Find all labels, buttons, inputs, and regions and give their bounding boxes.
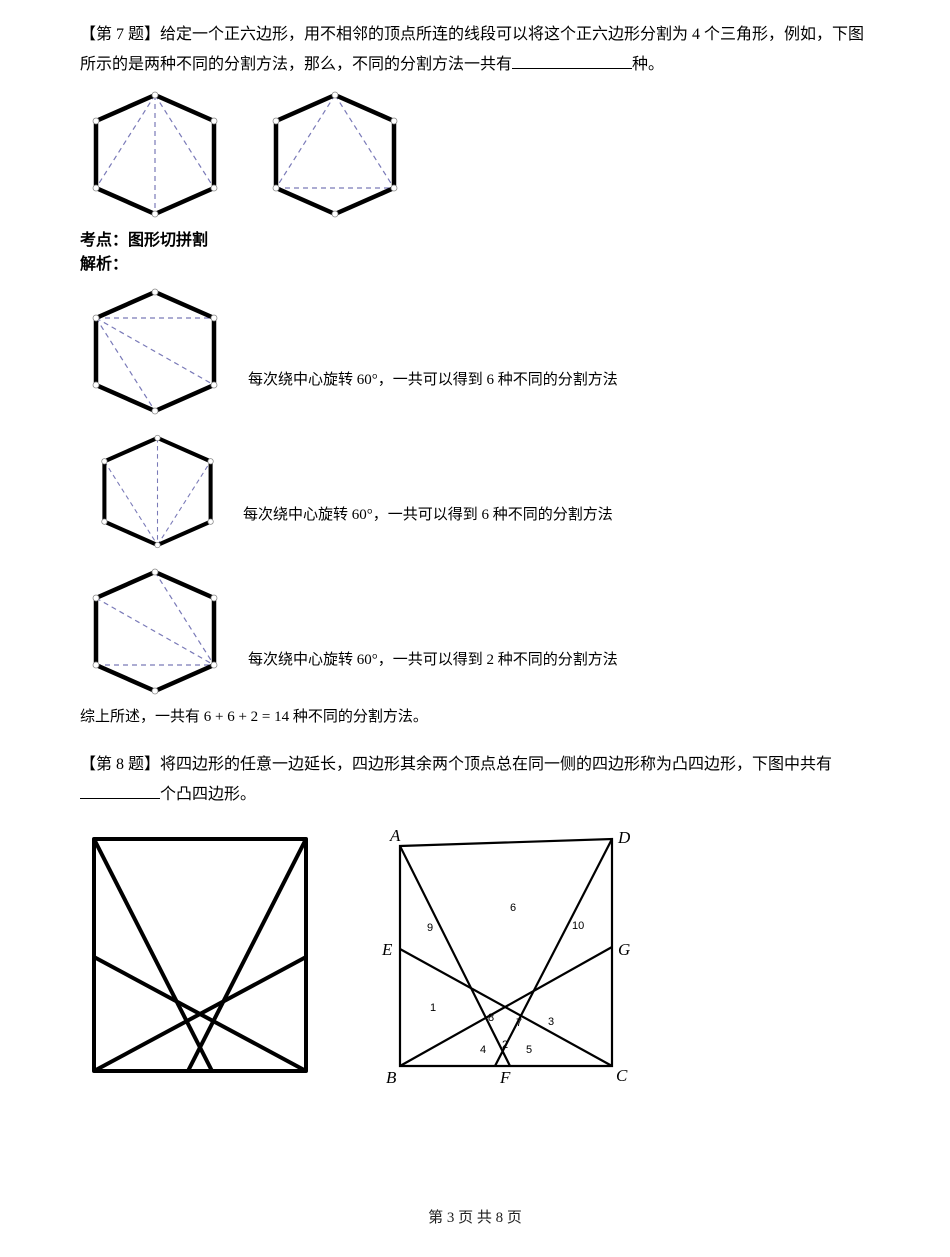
q8-block: 【第 8 题】将四边形的任意一边延长，四边形其余两个顶点总在同一侧的四边形称为凸… xyxy=(80,750,870,1101)
diagonal xyxy=(96,318,214,385)
q7-text: 【第 7 题】给定一个正六边形，用不相邻的顶点所连的线段可以将这个正六边形分割为… xyxy=(80,20,870,81)
analysis-note-2: 每次绕中心旋转 60°，一共可以得到 6 种不同的分割方法 xyxy=(243,503,613,554)
label-A: A xyxy=(389,826,401,845)
label-D: D xyxy=(617,828,631,847)
q8-square xyxy=(94,839,306,1071)
label-C: C xyxy=(616,1066,628,1085)
region-7: 7 xyxy=(516,1017,522,1029)
hexagon-analysis-2 xyxy=(90,429,225,554)
analysis-row-1: 每次绕中心旋转 60°，一共可以得到 6 种不同的分割方法 xyxy=(80,284,870,419)
q7-example-row xyxy=(80,87,870,222)
analysis-row-2: 每次绕中心旋转 60°，一共可以得到 6 种不同的分割方法 xyxy=(80,429,870,554)
q8-line xyxy=(400,846,510,1066)
q8-quad xyxy=(400,839,612,1066)
q7-body: 【第 7 题】给定一个正六边形，用不相邻的顶点所连的线段可以将这个正六边形分割为… xyxy=(80,26,864,73)
region-4: 4 xyxy=(480,1044,486,1056)
label-E: E xyxy=(381,940,393,959)
region-10: 10 xyxy=(572,920,584,932)
q8-figure-right: A D E G B F C 1 2 3 4 5 6 7 8 9 10 xyxy=(360,821,660,1101)
hex-outline xyxy=(276,95,394,214)
jiexi-label: 解析： xyxy=(80,250,870,274)
q8-blank xyxy=(80,783,160,799)
hexagon-analysis-3 xyxy=(80,564,230,699)
q7-conclusion: 综上所述，一共有 6 + 6 + 2 = 14 种不同的分割方法。 xyxy=(80,705,870,726)
region-2: 2 xyxy=(502,1039,508,1051)
q8-figure-left xyxy=(80,821,320,1086)
q7-suffix: 种。 xyxy=(632,56,664,73)
analysis-note-3: 每次绕中心旋转 60°，一共可以得到 2 种不同的分割方法 xyxy=(248,648,618,699)
q8-text: 【第 8 题】将四边形的任意一边延长，四边形其余两个顶点总在同一侧的四边形称为凸… xyxy=(80,750,870,811)
region-5: 5 xyxy=(526,1044,532,1056)
q8-line xyxy=(495,839,612,1066)
q7-blank xyxy=(512,53,632,69)
q8-body: 【第 8 题】将四边形的任意一边延长，四边形其余两个顶点总在同一侧的四边形称为凸… xyxy=(80,756,832,773)
analysis-row-3: 每次绕中心旋转 60°，一共可以得到 2 种不同的分割方法 xyxy=(80,564,870,699)
diagonal xyxy=(96,598,214,665)
label-F: F xyxy=(499,1068,511,1087)
q8-line xyxy=(188,839,306,1071)
label-G: G xyxy=(618,940,630,959)
hexagon-example-1 xyxy=(80,87,230,222)
region-3: 3 xyxy=(548,1016,554,1028)
region-8: 8 xyxy=(488,1012,494,1024)
page-footer: 第 3 页 共 8 页 xyxy=(0,1206,950,1227)
label-B: B xyxy=(386,1068,397,1087)
q8-line xyxy=(94,839,212,1071)
q8-figures: A D E G B F C 1 2 3 4 5 6 7 8 9 10 xyxy=(80,821,870,1101)
kaodian-label: 考点：图形切拼割 xyxy=(80,226,870,250)
region-6: 6 xyxy=(510,902,516,914)
q8-suffix: 个凸四边形。 xyxy=(160,786,256,803)
region-1: 1 xyxy=(430,1002,436,1014)
hexagon-analysis-1 xyxy=(80,284,230,419)
hexagon-example-2 xyxy=(260,87,410,222)
analysis-note-1: 每次绕中心旋转 60°，一共可以得到 6 种不同的分割方法 xyxy=(248,368,618,419)
region-9: 9 xyxy=(427,922,433,934)
